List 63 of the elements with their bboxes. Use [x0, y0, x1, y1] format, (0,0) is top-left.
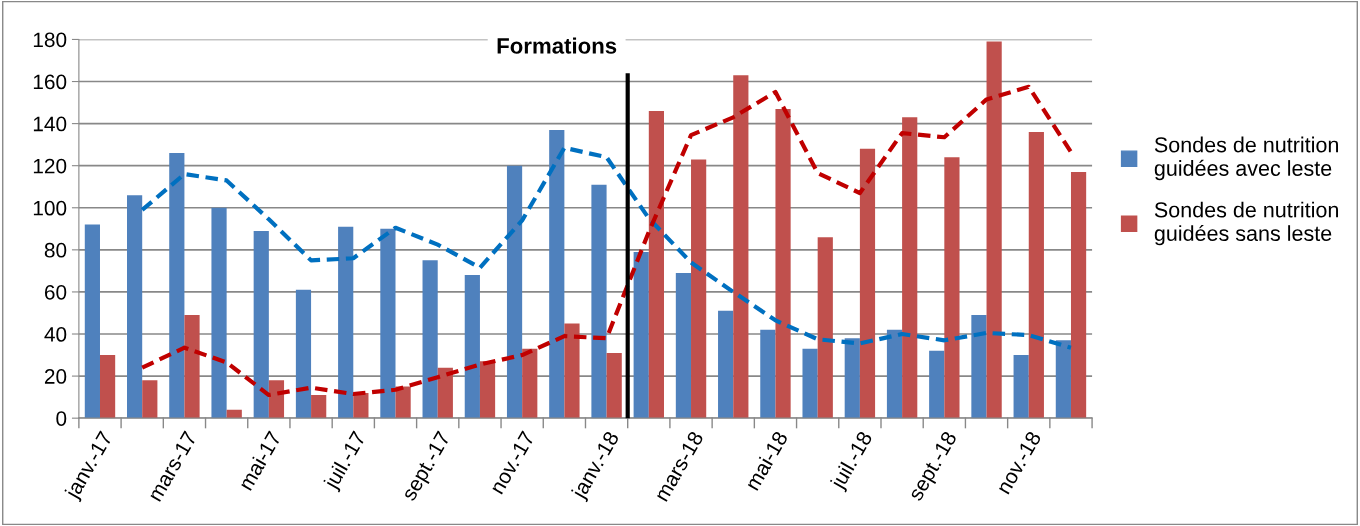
bar: [268, 380, 285, 419]
bar: [733, 75, 749, 419]
legend-label: Sondes de nutrition guidées sans leste: [1154, 201, 1338, 246]
bar: [817, 237, 833, 419]
bar: [718, 310, 734, 419]
bar: [127, 195, 143, 419]
ref-line-label: Formations: [497, 37, 617, 54]
bar: [691, 159, 707, 419]
y-tick-label: 40: [44, 327, 67, 342]
bar: [1070, 172, 1087, 419]
bar: [1055, 340, 1071, 419]
bar: [802, 348, 818, 419]
y-tick-label: 0: [56, 411, 67, 426]
bar: [929, 350, 945, 419]
bar: [775, 108, 791, 419]
y-tick-label: 140: [33, 116, 67, 132]
line-series: [140, 145, 1074, 350]
bar: [859, 148, 876, 419]
y-tick-label: 120: [33, 158, 67, 174]
bar: [1013, 355, 1029, 419]
bar: [380, 228, 396, 419]
bar: [675, 272, 692, 419]
bar: [902, 117, 918, 419]
bar: [142, 380, 158, 419]
bar: [169, 153, 185, 419]
y-tick-label: 80: [44, 242, 67, 258]
bar: [353, 392, 369, 419]
bar: [564, 323, 580, 419]
y-tick-label: 180: [33, 32, 67, 48]
bar: [84, 224, 100, 419]
bar: [944, 157, 960, 419]
bar: [464, 275, 480, 419]
bar: [986, 41, 1002, 419]
bar: [422, 260, 438, 419]
legend-label: Sondes de nutrition guidées avec leste: [1154, 136, 1338, 181]
bar: [338, 226, 354, 419]
bar: [648, 110, 664, 419]
y-tick-label: 100: [33, 200, 67, 216]
bar: [1028, 132, 1044, 419]
bar: [226, 409, 242, 419]
bar: [760, 329, 776, 419]
bar: [437, 367, 453, 419]
bar: [184, 315, 200, 419]
bar: [633, 251, 649, 419]
bar: [211, 207, 227, 419]
bar: [506, 165, 523, 419]
bar: [606, 352, 622, 419]
y-tick-label: 60: [44, 284, 67, 300]
bar: [591, 184, 607, 419]
bar: [253, 230, 269, 419]
bar: [971, 315, 987, 419]
bar: [295, 289, 312, 419]
bar: [99, 355, 116, 419]
bar: [395, 386, 411, 419]
bar: [549, 129, 565, 419]
bar: [311, 395, 327, 419]
line-series: [140, 84, 1074, 398]
y-tick-label: 160: [33, 74, 67, 90]
bar: [886, 329, 903, 419]
bar: [479, 361, 496, 419]
bar: [522, 348, 538, 419]
y-tick-label: 20: [44, 369, 67, 384]
bar: [844, 338, 860, 419]
